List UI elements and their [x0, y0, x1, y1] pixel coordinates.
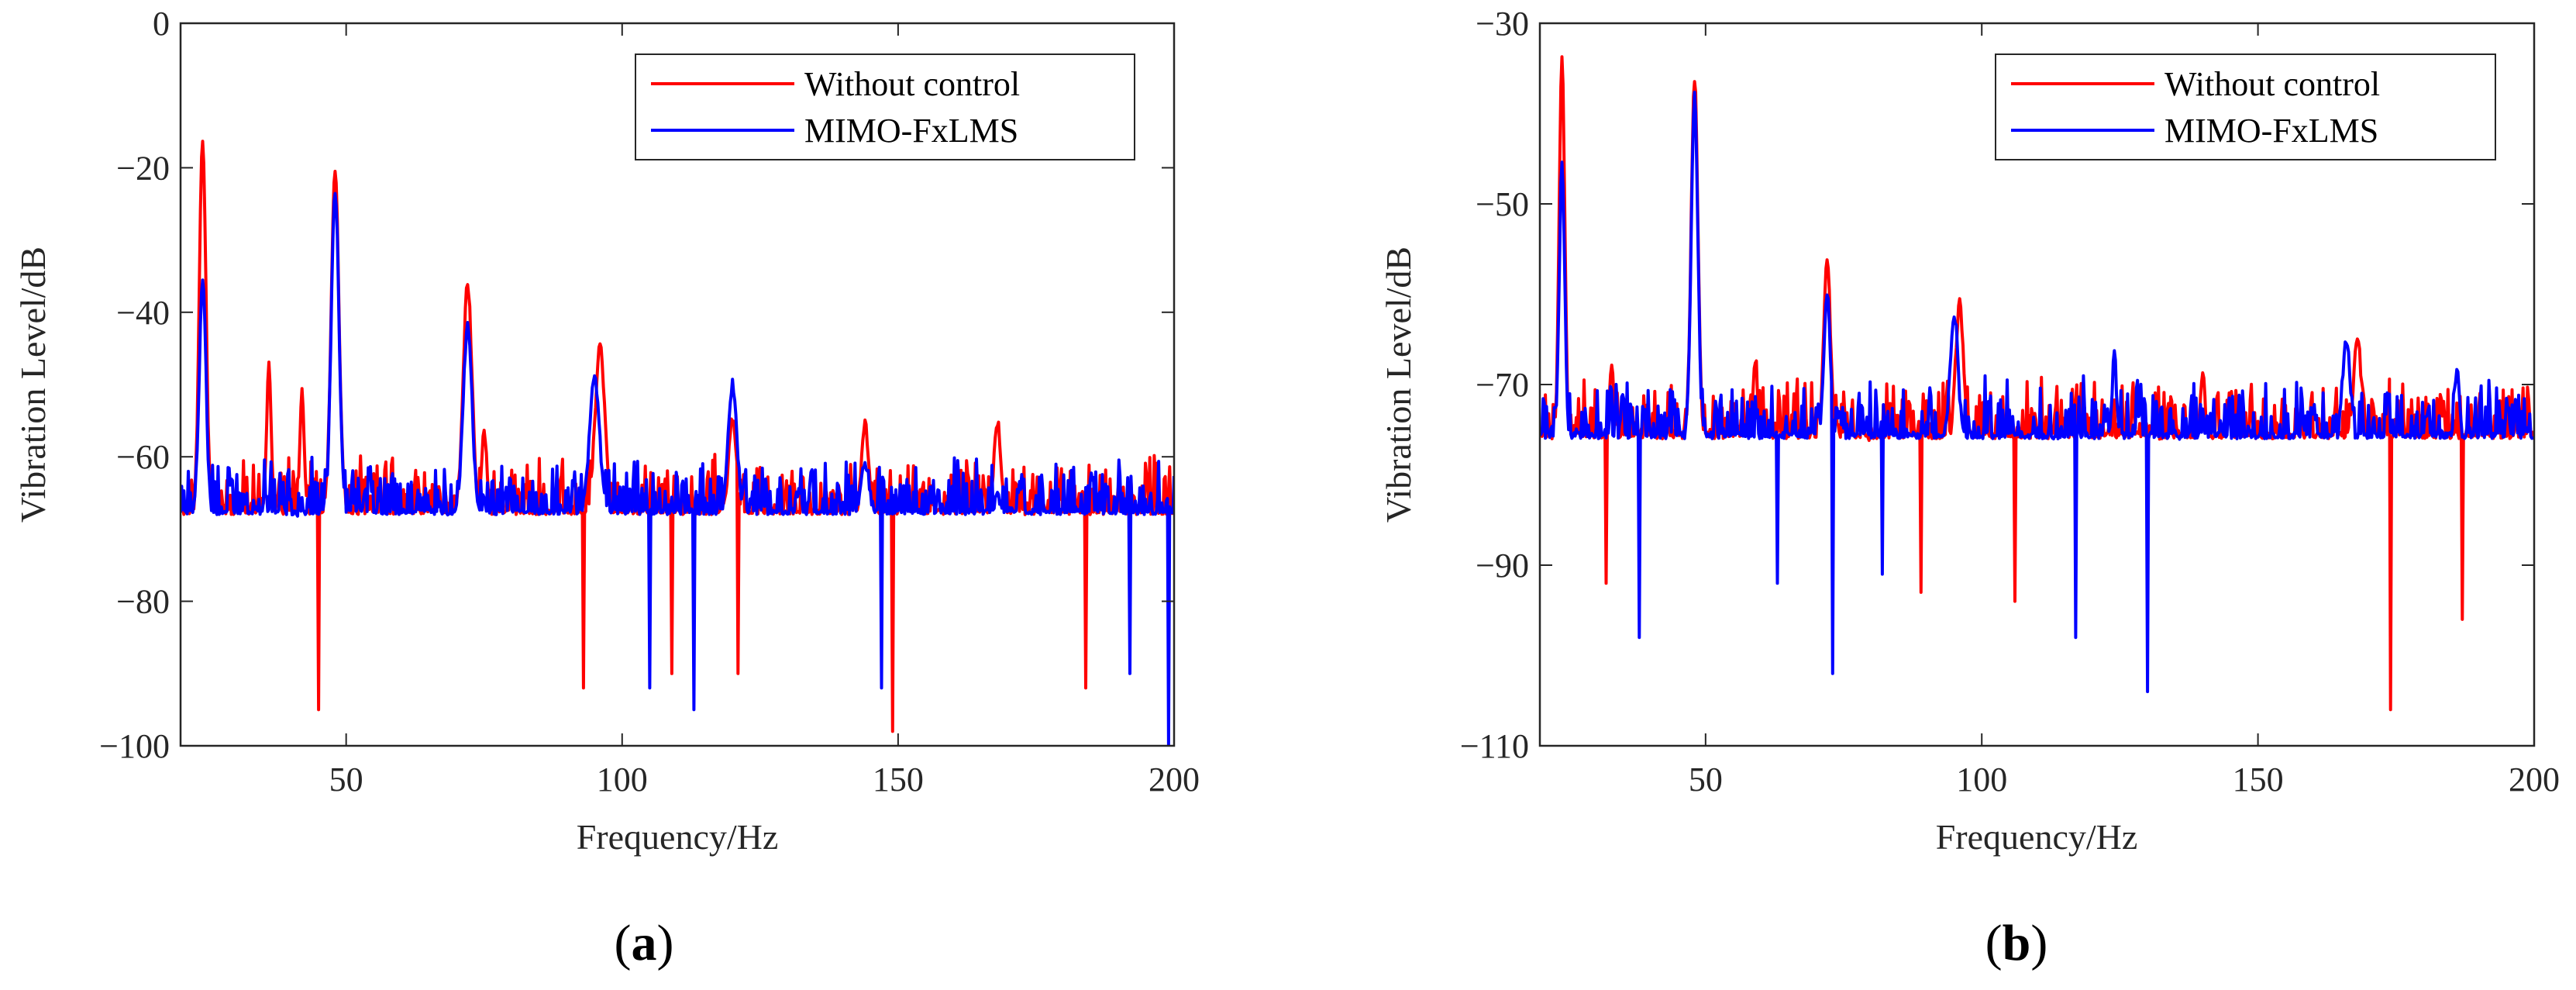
panel-label-b-open: (: [1985, 915, 2003, 971]
y-tick-label-a: −100: [99, 727, 170, 765]
x-tick-label-a: 50: [329, 761, 363, 799]
panel-label-b-letter: b: [2003, 915, 2031, 971]
x-tick-label-b: 150: [2233, 761, 2284, 799]
y-tick-label-b: −70: [1476, 366, 1529, 404]
legend-text-mimo-fxlms-b: MIMO-FxLMS: [2164, 112, 2378, 150]
x-tick-label-b: 100: [1956, 761, 2007, 799]
panel-label-a: (a): [615, 915, 674, 971]
legend-b: Without control MIMO-FxLMS: [1995, 53, 2496, 160]
panel-a: 0 −20 −40 −60 −80 −100 50 100 150 200 Frequency/H…: [13, 5, 1200, 971]
y-tick-label-a: 0: [153, 5, 170, 43]
series-line-mimo-fxlms-b: [1540, 91, 2534, 694]
series-line-mimo-fxlms-a: [181, 191, 1174, 746]
y-tick-label-a: −80: [116, 583, 170, 621]
series-lines-b: [1540, 55, 2534, 712]
panel-b: −30 −50 −70 −90 −110 50 100 150 200 Frequency/Hz…: [1379, 5, 2560, 971]
x-tick-label-a: 100: [597, 761, 648, 799]
y-tick-label-b: −30: [1476, 5, 1529, 43]
legend-box-a: [635, 53, 1135, 160]
y-tick-label-a: −60: [116, 438, 170, 476]
x-tick-label-b: 200: [2509, 761, 2560, 799]
legend-text-without-control-b: Without control: [2164, 65, 2380, 103]
axis-ticks-a: 0 −20 −40 −60 −80 −100 50 100 150 200: [99, 5, 1200, 799]
panel-label-a-letter: a: [632, 915, 657, 971]
y-tick-label-b: −110: [1460, 727, 1529, 765]
x-axis-label-b: Frequency/Hz: [1936, 817, 2138, 857]
legend-text-without-control-a: Without control: [804, 65, 1020, 103]
y-tick-label-b: −90: [1476, 547, 1529, 585]
x-tick-label-a: 200: [1149, 761, 1200, 799]
x-tick-label-a: 150: [873, 761, 924, 799]
y-tick-label-a: −20: [116, 149, 170, 187]
legend-text-mimo-fxlms-a: MIMO-FxLMS: [804, 112, 1018, 150]
x-tick-label-b: 50: [1689, 761, 1723, 799]
x-axis-label-a: Frequency/Hz: [577, 817, 779, 857]
axis-ticks-b: −30 −50 −70 −90 −110 50 100 150 200: [1460, 5, 2560, 799]
y-axis-label-a: Vibration Level/dB: [13, 247, 53, 523]
plot-frame-a: [179, 22, 1176, 747]
y-tick-label-b: −50: [1476, 185, 1529, 223]
panel-label-a-open: (: [615, 915, 632, 971]
legend-a: Without control MIMO-FxLMS: [635, 53, 1135, 160]
panel-label-a-close: ): [657, 915, 674, 971]
panel-label-b-close: ): [2030, 915, 2047, 971]
y-tick-label-a: −40: [116, 294, 170, 332]
y-axis-label-b: Vibration Level/dB: [1379, 247, 1418, 523]
panel-label-b: (b): [1985, 915, 2048, 971]
series-lines-a: [181, 140, 1174, 746]
legend-box-b: [1995, 53, 2496, 160]
